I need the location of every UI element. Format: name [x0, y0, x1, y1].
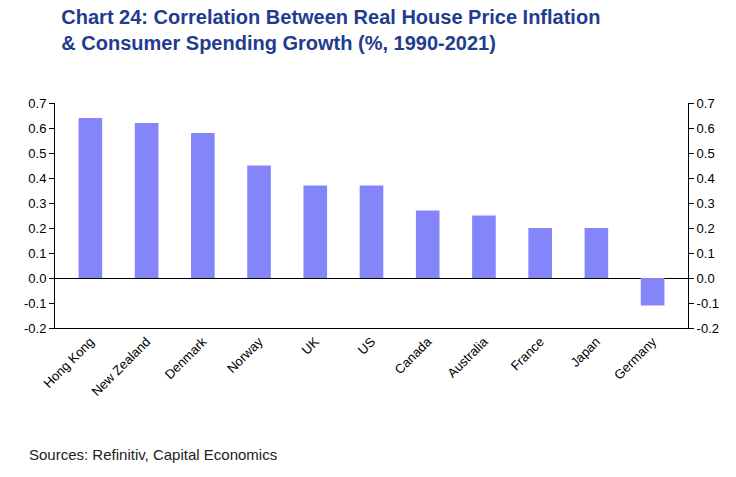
svg-text:New Zealand: New Zealand — [89, 334, 154, 399]
svg-text:UK: UK — [299, 334, 323, 358]
svg-text:0.3: 0.3 — [697, 196, 715, 211]
svg-text:Australia: Australia — [444, 334, 491, 381]
svg-text:0.1: 0.1 — [28, 246, 46, 261]
svg-text:France: France — [508, 334, 547, 373]
svg-text:0.0: 0.0 — [28, 271, 46, 286]
svg-text:Chart 24: Correlation Between: Chart 24: Correlation Between Real House… — [61, 6, 600, 54]
svg-text:0.2: 0.2 — [28, 221, 46, 236]
svg-text:-0.2: -0.2 — [24, 321, 46, 336]
svg-text:0.7: 0.7 — [697, 96, 715, 111]
svg-text:Denmark: Denmark — [162, 334, 210, 382]
svg-text:Norway: Norway — [224, 334, 266, 376]
svg-text:Canada: Canada — [392, 334, 435, 377]
svg-text:0.6: 0.6 — [28, 121, 46, 136]
svg-text:0.3: 0.3 — [28, 196, 46, 211]
svg-text:-0.1: -0.1 — [24, 296, 46, 311]
svg-text:0.4: 0.4 — [28, 171, 46, 186]
svg-text:0.2: 0.2 — [697, 221, 715, 236]
svg-text:Germany: Germany — [611, 334, 660, 383]
svg-text:Hong Kong: Hong Kong — [41, 334, 98, 391]
svg-text:0.6: 0.6 — [697, 121, 715, 136]
svg-text:-0.1: -0.1 — [697, 296, 719, 311]
svg-text:Sources: Refinitiv, Capital Ec: Sources: Refinitiv, Capital Economics — [29, 446, 277, 463]
svg-text:Japan: Japan — [567, 334, 603, 370]
svg-text:0.5: 0.5 — [697, 146, 715, 161]
svg-text:0.1: 0.1 — [697, 246, 715, 261]
svg-text:0.5: 0.5 — [28, 146, 46, 161]
svg-text:-0.2: -0.2 — [697, 321, 719, 336]
svg-text:0.7: 0.7 — [28, 96, 46, 111]
svg-text:US: US — [355, 334, 379, 358]
svg-text:0.0: 0.0 — [697, 271, 715, 286]
svg-text:0.4: 0.4 — [697, 171, 715, 186]
